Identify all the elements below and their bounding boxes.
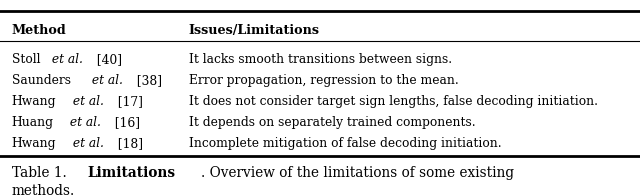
Text: Saunders: Saunders: [12, 74, 70, 87]
Text: It lacks smooth transitions between signs.: It lacks smooth transitions between sign…: [189, 53, 452, 66]
Text: et al.: et al.: [66, 116, 100, 129]
Text: et al.: et al.: [69, 137, 104, 150]
Text: Issues/Limitations: Issues/Limitations: [189, 24, 320, 37]
Text: . Overview of the limitations of some existing: . Overview of the limitations of some ex…: [202, 166, 515, 180]
Text: [38]: [38]: [132, 74, 162, 87]
Text: Incomplete mitigation of false decoding initiation.: Incomplete mitigation of false decoding …: [189, 137, 501, 150]
Text: Error propagation, regression to the mean.: Error propagation, regression to the mea…: [189, 74, 458, 87]
Text: [17]: [17]: [114, 95, 143, 108]
Text: [40]: [40]: [93, 53, 122, 66]
Text: Limitations: Limitations: [88, 166, 176, 180]
Text: Stoll: Stoll: [12, 53, 40, 66]
Text: It does not consider target sign lengths, false decoding initiation.: It does not consider target sign lengths…: [189, 95, 598, 108]
Text: Hwang: Hwang: [12, 137, 56, 150]
Text: Huang: Huang: [12, 116, 54, 129]
Text: [16]: [16]: [111, 116, 140, 129]
Text: Hwang: Hwang: [12, 95, 56, 108]
Text: et al.: et al.: [69, 95, 104, 108]
Text: et al.: et al.: [88, 74, 122, 87]
Text: methods.: methods.: [12, 184, 75, 195]
Text: [18]: [18]: [114, 137, 143, 150]
Text: Table 1.: Table 1.: [12, 166, 70, 180]
Text: Method: Method: [12, 24, 67, 37]
Text: It depends on separately trained components.: It depends on separately trained compone…: [189, 116, 476, 129]
Text: et al.: et al.: [48, 53, 83, 66]
